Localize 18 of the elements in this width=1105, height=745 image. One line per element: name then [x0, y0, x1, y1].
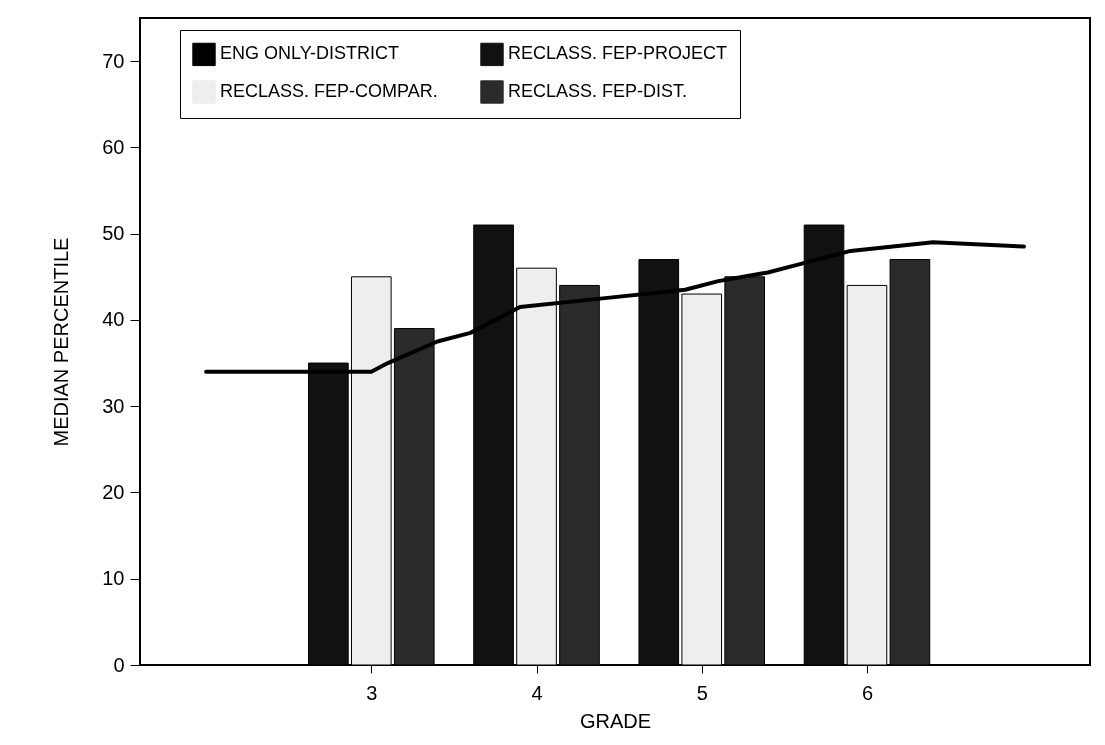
y-axis-title: MEDIAN PERCENTILE [50, 237, 73, 447]
y-tick-label: 50 [102, 222, 125, 245]
legend-label: RECLASS. FEP-COMPAR. [220, 81, 438, 101]
x-tick-label: 3 [366, 681, 378, 704]
y-tick-label: 10 [102, 567, 125, 590]
y-tick-label: 0 [113, 653, 125, 676]
x-tick-label: 5 [696, 681, 708, 704]
legend-label: RECLASS. FEP-DIST. [508, 81, 688, 101]
legend-label: RECLASS. FEP-PROJECT [508, 43, 728, 64]
x-tick-label: 4 [531, 681, 543, 704]
y-tick-label: 40 [102, 308, 125, 331]
y-tick-label: 60 [102, 135, 125, 158]
x-axis-title: GRADE [579, 709, 652, 732]
legend-label: ENG ONLY-DISTRICT [220, 43, 400, 64]
x-tick-label: 6 [861, 681, 874, 704]
y-tick-label: 30 [102, 394, 125, 417]
y-tick-label: 70 [102, 49, 125, 72]
y-tick-label: 20 [102, 480, 125, 503]
